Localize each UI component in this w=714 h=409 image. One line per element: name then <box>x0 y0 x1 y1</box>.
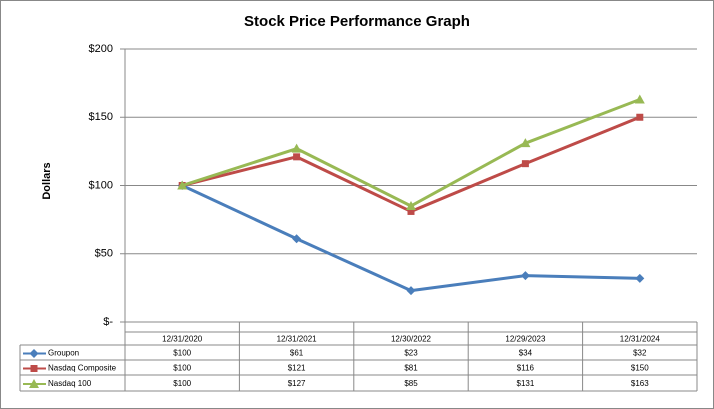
table-value: $121 <box>288 364 306 373</box>
marker <box>291 143 302 153</box>
marker <box>634 94 645 104</box>
marker <box>406 200 416 210</box>
x-tick-label: 12/31/2024 <box>620 335 661 344</box>
marker <box>520 138 531 148</box>
marker <box>636 113 644 121</box>
marker <box>635 273 645 283</box>
marker <box>292 234 302 244</box>
y-tick-label: $- <box>103 316 113 328</box>
table-value: $85 <box>404 379 418 388</box>
table-value: $100 <box>173 379 191 388</box>
marker <box>29 379 39 388</box>
table-value: $116 <box>517 364 535 373</box>
table-value: $131 <box>517 379 535 388</box>
marker <box>406 286 416 296</box>
y-tick-label: $100 <box>89 179 113 191</box>
table-value: $81 <box>404 364 418 373</box>
table-value: $100 <box>173 349 191 358</box>
x-tick-label: 12/29/2023 <box>505 335 546 344</box>
table-value: $61 <box>290 349 304 358</box>
table-value: $163 <box>631 379 649 388</box>
legend-label: Nasdaq 100 <box>48 379 92 388</box>
chart-title: Stock Price Performance Graph <box>244 13 470 30</box>
marker <box>293 153 301 161</box>
marker <box>29 349 39 358</box>
table-value: $127 <box>288 379 306 388</box>
marker <box>521 160 529 168</box>
table-value: $23 <box>404 349 418 358</box>
x-tick-label: 12/31/2021 <box>277 335 318 344</box>
x-tick-label: 12/31/2020 <box>162 335 203 344</box>
y-axis-label: Dollars <box>41 162 53 199</box>
marker <box>30 365 38 372</box>
legend-label: Nasdaq Composite <box>48 364 117 373</box>
table-value: $150 <box>631 364 649 373</box>
legend-label: Groupon <box>48 349 79 358</box>
table-value: $32 <box>633 349 647 358</box>
marker <box>520 271 530 281</box>
table-value: $34 <box>519 349 533 358</box>
y-tick-label: $50 <box>95 248 113 260</box>
y-tick-label: $150 <box>89 111 113 123</box>
marker <box>407 207 415 215</box>
table-value: $100 <box>173 364 191 373</box>
x-tick-label: 12/30/2022 <box>391 335 432 344</box>
marker <box>177 180 188 190</box>
y-tick-label: $200 <box>89 43 113 55</box>
